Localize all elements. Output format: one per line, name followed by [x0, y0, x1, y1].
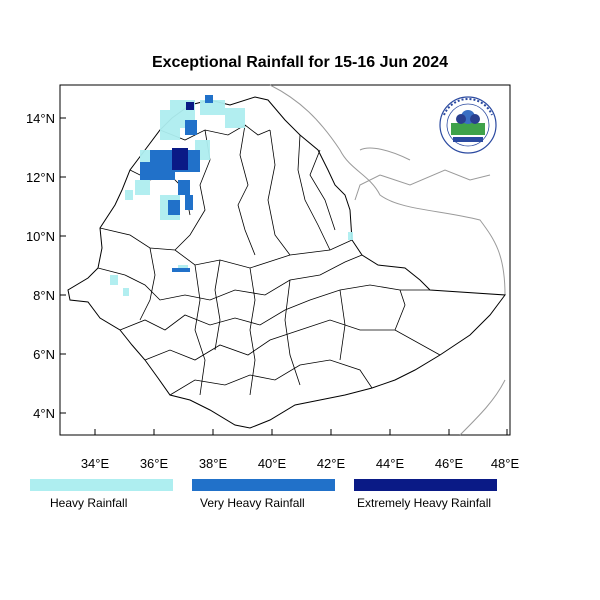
x-tick-labels: 34°E 36°E 38°E 40°E 42°E 44°E 46°E 48°E	[81, 456, 520, 471]
x-tick-label: 40°E	[258, 456, 287, 471]
x-tick-label: 34°E	[81, 456, 110, 471]
x-tick-label: 38°E	[199, 456, 228, 471]
y-tick-label: 10°N	[26, 229, 55, 244]
y-tick-label: 12°N	[26, 170, 55, 185]
x-tick-label: 46°E	[435, 456, 464, 471]
y-tick-label: 4°N	[33, 406, 55, 421]
admin-boundaries	[97, 124, 441, 396]
legend-label-heavy: Heavy Rainfall	[50, 496, 128, 510]
y-tick-label: 6°N	[33, 347, 55, 362]
legend-swatch-very-heavy	[192, 479, 335, 491]
legend-label-extreme: Extremely Heavy Rainfall	[357, 496, 492, 510]
legend-swatch-heavy	[30, 479, 173, 491]
map-title: Exceptional Rainfall for 15-16 Jun 2024	[151, 54, 449, 71]
y-tick-label: 14°N	[26, 111, 55, 126]
x-tick-label: 44°E	[376, 456, 405, 471]
y-tick-label: 8°N	[33, 288, 55, 303]
y-tick-labels: 4°N 6°N 8°N 10°N 12°N 14°N	[26, 111, 55, 421]
ethiopian-meteorology-institute-logo	[439, 96, 497, 154]
logo-land	[451, 123, 485, 135]
x-tick-label: 48°E	[491, 456, 520, 471]
legend-label-very-heavy: Very Heavy Rainfall	[200, 496, 305, 510]
axis-ticks	[60, 117, 508, 435]
plot-frame	[59, 84, 511, 436]
x-tick-label: 42°E	[317, 456, 346, 471]
extreme-rainfall-area	[172, 102, 194, 170]
legend-swatch-extreme	[354, 479, 497, 491]
x-tick-label: 36°E	[140, 456, 169, 471]
country-outline	[67, 96, 506, 429]
neighbor-borders	[269, 84, 506, 436]
